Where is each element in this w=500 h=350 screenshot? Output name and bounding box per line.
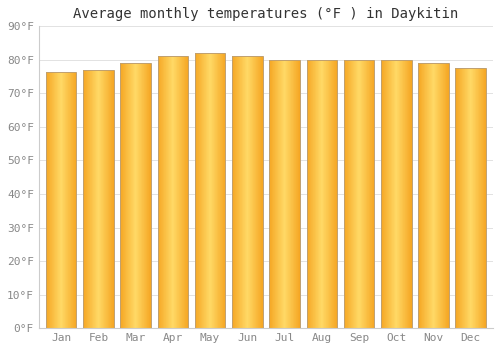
Bar: [195, 53, 226, 328]
Bar: [46, 71, 76, 328]
Bar: [83, 70, 114, 328]
Bar: [158, 56, 188, 328]
Bar: [232, 56, 262, 328]
Bar: [456, 68, 486, 328]
Bar: [120, 63, 151, 328]
Bar: [418, 63, 448, 328]
Bar: [306, 60, 337, 328]
Bar: [270, 60, 300, 328]
Bar: [381, 60, 412, 328]
Bar: [344, 60, 374, 328]
Title: Average monthly temperatures (°F ) in Daykitin: Average monthly temperatures (°F ) in Da…: [74, 7, 458, 21]
